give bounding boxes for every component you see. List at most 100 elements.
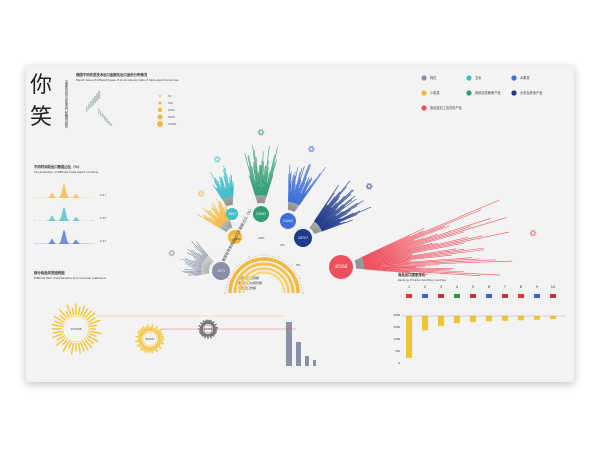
burst-ray <box>154 344 159 349</box>
fan-bar <box>295 182 306 204</box>
fan-stem <box>288 202 290 211</box>
arc-tick <box>241 261 243 264</box>
burst-ray <box>204 320 207 325</box>
fan-bar <box>219 212 226 222</box>
legend-label-2: 玉米 <box>475 75 482 80</box>
fan-bar <box>253 161 259 196</box>
arc-tick <box>285 261 287 264</box>
fan-bar <box>298 172 321 206</box>
burst-ray <box>209 321 213 326</box>
fan-bar <box>201 207 222 226</box>
burst-ray <box>89 324 97 328</box>
fan-stem <box>290 202 293 211</box>
fan-stem <box>204 259 212 265</box>
fan-flower-petal <box>215 156 218 159</box>
fan-stem <box>229 219 232 228</box>
fan-bar <box>294 165 311 204</box>
fan-bar <box>319 215 336 227</box>
ranking-subtitle: Ranking of trade importing countries <box>398 278 446 282</box>
fan-bar <box>320 212 354 230</box>
fan-bar <box>223 169 230 198</box>
fan-bar <box>363 267 454 269</box>
fan-flower-petal <box>217 160 220 163</box>
fan-bar <box>263 145 270 196</box>
fan-stem <box>222 199 228 207</box>
fan-stem <box>206 256 213 263</box>
fan-stem <box>354 257 363 261</box>
burst-ray <box>212 326 218 329</box>
burst-ray <box>201 332 206 337</box>
fan-node <box>226 208 238 220</box>
fan-flower-petal <box>198 190 202 193</box>
fan-stem <box>226 197 230 206</box>
ranking-bar-2 <box>422 316 428 331</box>
burst-value-3: 12456 <box>203 327 213 331</box>
fan-stem <box>313 227 321 233</box>
fan-bar <box>298 179 316 206</box>
fan-flower-petal <box>260 133 264 136</box>
fan-stem <box>201 266 210 269</box>
arc-tick <box>298 277 302 279</box>
fan-stem <box>310 222 316 229</box>
fan-stem <box>311 223 317 230</box>
fan-stem <box>264 195 267 204</box>
fan-bar <box>315 191 340 223</box>
fan-bar <box>266 174 274 196</box>
fan-flower-petal <box>198 194 202 197</box>
ranking-flag-1 <box>406 294 412 298</box>
fan-bar <box>363 265 426 268</box>
fan-node-value: 13003 <box>256 212 266 216</box>
fan-stem <box>208 255 214 262</box>
fan-stem <box>355 259 363 263</box>
fan-stem <box>314 230 322 234</box>
burst-ray <box>137 331 144 336</box>
fan-bar <box>188 273 202 276</box>
ranking-rank-2: 2 <box>424 285 426 289</box>
burst-ray <box>150 324 154 332</box>
fan-bar <box>224 168 230 198</box>
burst-ray <box>155 329 162 335</box>
fan-stem <box>355 263 364 265</box>
fan-flower-petal <box>260 129 264 132</box>
ranking-axis-1: 1500 <box>393 325 400 329</box>
burst-ray <box>68 341 72 349</box>
ranking-flag-9 <box>534 294 540 298</box>
burst-ray <box>56 335 65 341</box>
fan-bar <box>316 207 332 224</box>
fan-chart: 1271 4497 3807 13003 14242 18707 40168 <box>168 129 537 280</box>
arc-tick <box>248 255 250 259</box>
fan-stem <box>257 195 260 204</box>
burst-ray <box>156 342 161 346</box>
fan-stem <box>289 202 291 211</box>
fan-bar <box>259 165 261 196</box>
fan-bar <box>295 176 307 204</box>
burst-ray <box>155 343 162 350</box>
fan-stem <box>354 258 363 262</box>
arc-tick <box>226 277 230 279</box>
fan-stem <box>292 203 296 211</box>
fan-stem <box>291 202 294 211</box>
burst-ray <box>157 333 164 337</box>
fan-stem <box>219 226 227 232</box>
fan-stem <box>314 230 322 234</box>
arc-band-2 <box>233 262 295 294</box>
fan-stem <box>221 225 228 231</box>
fan-bar <box>313 185 339 222</box>
fan-bar <box>293 187 300 204</box>
ranking-bar-4 <box>454 316 460 324</box>
fan-stem <box>292 203 297 212</box>
fan-bar <box>264 154 275 196</box>
fan-flower-petal <box>532 233 536 237</box>
fan-bar <box>180 258 202 266</box>
fan-stem <box>355 260 364 264</box>
ranking-flag-3 <box>438 294 444 298</box>
fan-bar <box>208 210 223 225</box>
legend-swatch-4 <box>421 90 427 96</box>
burst-ray <box>77 306 81 316</box>
burst-ray <box>157 341 165 345</box>
fan-stem <box>225 221 230 229</box>
fan-stem <box>219 227 227 232</box>
arc-tick <box>290 264 293 267</box>
fan-bar <box>211 207 225 224</box>
burst-ray <box>140 344 146 351</box>
